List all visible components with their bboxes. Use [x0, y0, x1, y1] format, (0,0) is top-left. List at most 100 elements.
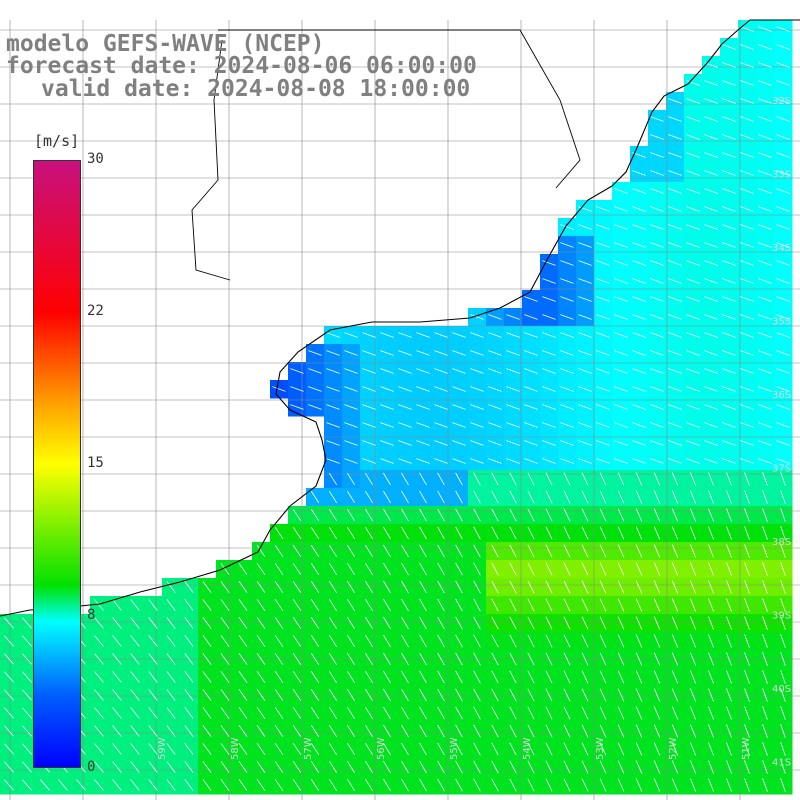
wind-arrow	[238, 779, 248, 791]
wind-arrow	[346, 508, 356, 522]
wind-arrow	[578, 422, 592, 428]
wind-arrow	[632, 440, 646, 446]
wind-arrow	[563, 616, 571, 630]
wind-arrow	[437, 526, 445, 540]
wind-arrow	[671, 724, 679, 738]
wind-arrow	[491, 742, 499, 756]
wind-arrow	[434, 440, 448, 446]
wind-arrow	[202, 743, 212, 755]
lon-label: 56W	[376, 737, 387, 760]
wind-arrow	[94, 689, 104, 701]
wind-arrow	[22, 743, 32, 755]
wind-arrow	[722, 116, 736, 122]
wind-arrow	[346, 562, 356, 576]
wind-arrow	[614, 404, 628, 410]
wind-arrow	[668, 242, 682, 248]
wind-arrow	[708, 598, 714, 612]
wind-arrow	[776, 314, 790, 320]
wind-arrow	[563, 580, 571, 594]
wind-arrow	[398, 404, 412, 410]
wind-arrow	[762, 526, 768, 540]
wind-arrow	[383, 616, 391, 630]
wind-arrow	[452, 458, 466, 464]
wind-arrow	[650, 386, 664, 392]
wind-arrow	[326, 350, 340, 356]
wind-arrow	[238, 599, 248, 611]
wind-arrow	[491, 688, 499, 702]
wind-arrow	[581, 472, 589, 486]
wind-arrow	[635, 652, 643, 666]
wind-arrow	[632, 368, 646, 374]
wind-arrow	[545, 562, 553, 576]
wind-arrow	[758, 332, 772, 338]
wind-arrow	[488, 332, 502, 338]
colorbar-tick-15: 15	[87, 455, 104, 471]
wind-arrow	[256, 599, 266, 611]
wind-arrow	[292, 688, 302, 702]
wind-arrow	[686, 134, 700, 140]
wind-arrow	[4, 635, 14, 647]
wind-arrow	[762, 616, 768, 630]
wind-arrow	[689, 778, 697, 792]
wind-arrow	[596, 386, 610, 392]
wind-arrow	[599, 490, 607, 504]
lat-label: 39S	[772, 611, 791, 622]
wind-arrow	[596, 278, 610, 284]
wind-arrow	[346, 472, 356, 486]
coastline	[0, 19, 800, 617]
wind-arrow	[166, 761, 176, 773]
wind-arrow	[274, 598, 284, 612]
wind-arrow	[344, 386, 358, 392]
wind-arrow	[758, 422, 772, 428]
wind-arrow	[686, 296, 700, 302]
wind-arrow	[346, 526, 356, 540]
wind-arrow	[744, 724, 750, 738]
wind-arrow	[506, 386, 520, 392]
wind-arrow	[686, 170, 700, 176]
wind-arrow	[380, 350, 394, 356]
wind-arrow	[744, 544, 750, 558]
wind-arrow	[310, 616, 320, 630]
wind-arrow	[328, 688, 338, 702]
wind-arrow	[708, 778, 714, 792]
wind-arrow	[780, 508, 786, 522]
wind-arrow	[671, 760, 679, 774]
wind-arrow	[762, 706, 768, 720]
wind-arrow	[542, 296, 556, 302]
wind-arrow	[401, 508, 409, 522]
wind-arrow	[780, 742, 786, 756]
wind-arrow	[563, 778, 571, 792]
wind-arrow	[380, 440, 394, 446]
wind-arrow	[419, 760, 427, 774]
wind-arrow	[632, 350, 646, 356]
wind-arrow	[455, 472, 463, 486]
wind-arrow	[744, 706, 750, 720]
wind-arrow	[346, 580, 356, 594]
wind-arrow	[599, 562, 607, 576]
wind-arrow	[708, 508, 714, 522]
wind-arrow	[614, 206, 628, 212]
wind-arrow	[744, 562, 750, 576]
wind-arrow	[419, 598, 427, 612]
wind-arrow	[148, 653, 158, 665]
wind-arrow	[22, 671, 32, 683]
wind-arrow	[310, 544, 320, 558]
wind-arrow	[506, 458, 520, 464]
wind-arrow	[509, 652, 517, 666]
wind-arrow	[758, 314, 772, 320]
wind-arrow	[346, 778, 356, 792]
wind-arrow	[653, 724, 661, 738]
wind-arrow	[758, 350, 772, 356]
wind-arrow	[419, 724, 427, 738]
wind-arrow	[380, 422, 394, 428]
wind-arrow	[542, 278, 556, 284]
wind-arrow	[344, 332, 358, 338]
lat-label: 36S	[772, 390, 791, 401]
lon-label: 52W	[668, 737, 679, 760]
wind-arrow	[398, 368, 412, 374]
wind-arrow	[362, 422, 376, 428]
wind-arrow	[653, 778, 661, 792]
colorbar-tick-22: 22	[87, 303, 104, 319]
wind-arrow	[310, 562, 320, 576]
wind-arrow	[220, 671, 230, 683]
